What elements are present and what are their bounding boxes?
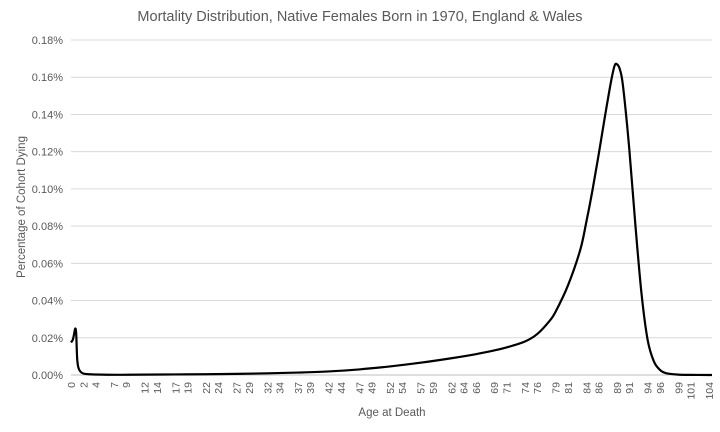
series-line-0 [70,62,713,377]
x-tick-label: 66 [471,382,483,394]
x-tick-label: 42 [324,382,336,394]
x-tick-label: 32 [262,382,274,394]
x-tick-label: 9 [121,382,133,388]
x-tick-label: 84 [581,382,593,394]
x-tick-label: 59 [428,382,440,394]
y-tick-label: 0.14% [32,109,63,121]
y-tick-label: 0.04% [32,296,63,308]
y-tick-label: 0.00% [32,370,63,382]
x-tick-label: 4 [91,382,103,388]
x-tick-label: 54 [397,382,409,394]
x-tick-label: 39 [305,382,317,394]
x-tick-label: 24 [213,382,225,394]
x-tick-label: 69 [489,382,501,394]
x-tick-label: 89 [612,382,624,394]
x-tick-label: 17 [170,382,182,394]
x-tick-label: 94 [643,382,655,394]
x-tick-label: 74 [520,382,532,394]
x-tick-label: 99 [673,382,685,394]
x-tick-label: 27 [232,382,244,394]
y-axis-title: Percentage of Cohort Dying [16,136,28,278]
y-tick-label: 0.16% [32,72,63,84]
gridlines [71,39,712,376]
x-tick-label: 44 [336,382,348,394]
x-tick-label: 101 [686,382,698,400]
x-axis-title: Age at Death [358,407,425,419]
x-tick-label: 19 [183,382,195,394]
y-tick-label: 0.18% [32,35,63,47]
chart-title: Mortality Distribution, Native Females B… [137,9,582,25]
y-tick-label: 0.02% [32,333,63,345]
x-tick-label: 22 [201,382,213,394]
x-tick-label: 104 [704,382,716,400]
x-tick-label: 86 [594,382,606,394]
x-tick-label: 71 [502,382,514,394]
x-tick-label: 0 [66,382,78,388]
y-axis-ticks: 0.00% 0.02% 0.04% 0.06% 0.08% 0.10% 0.12% 0.14%… [32,35,63,382]
x-tick-label: 62 [446,382,458,394]
y-tick-label: 0.06% [32,258,63,270]
x-tick-label: 81 [563,382,575,394]
x-tick-label: 49 [367,382,379,394]
x-tick-label: 91 [624,382,636,394]
x-tick-label: 64 [459,382,471,394]
x-tick-label: 12 [140,382,152,394]
y-tick-label: 0.12% [32,147,63,159]
x-tick-label: 2 [78,382,90,388]
y-tick-label: 0.08% [32,221,63,233]
x-tick-label: 34 [275,382,287,394]
y-tick-label: 0.10% [32,184,63,196]
x-tick-label: 79 [551,382,563,394]
x-tick-label: 57 [416,382,428,394]
x-tick-label: 37 [293,382,305,394]
x-tick-label: 52 [385,382,397,394]
series-layer [70,62,713,377]
x-tick-label: 47 [354,382,366,394]
x-tick-label: 29 [244,382,256,394]
x-tick-label: 7 [109,382,121,388]
x-axis-ticks: 0 2 4 7 9 12 14 17 19 22 24 27 29 32 34 37 39 42 44 47 49 52 5… [66,382,716,400]
x-tick-label: 76 [532,382,544,394]
x-tick-label: 96 [655,382,667,394]
x-tick-label: 14 [152,382,164,394]
